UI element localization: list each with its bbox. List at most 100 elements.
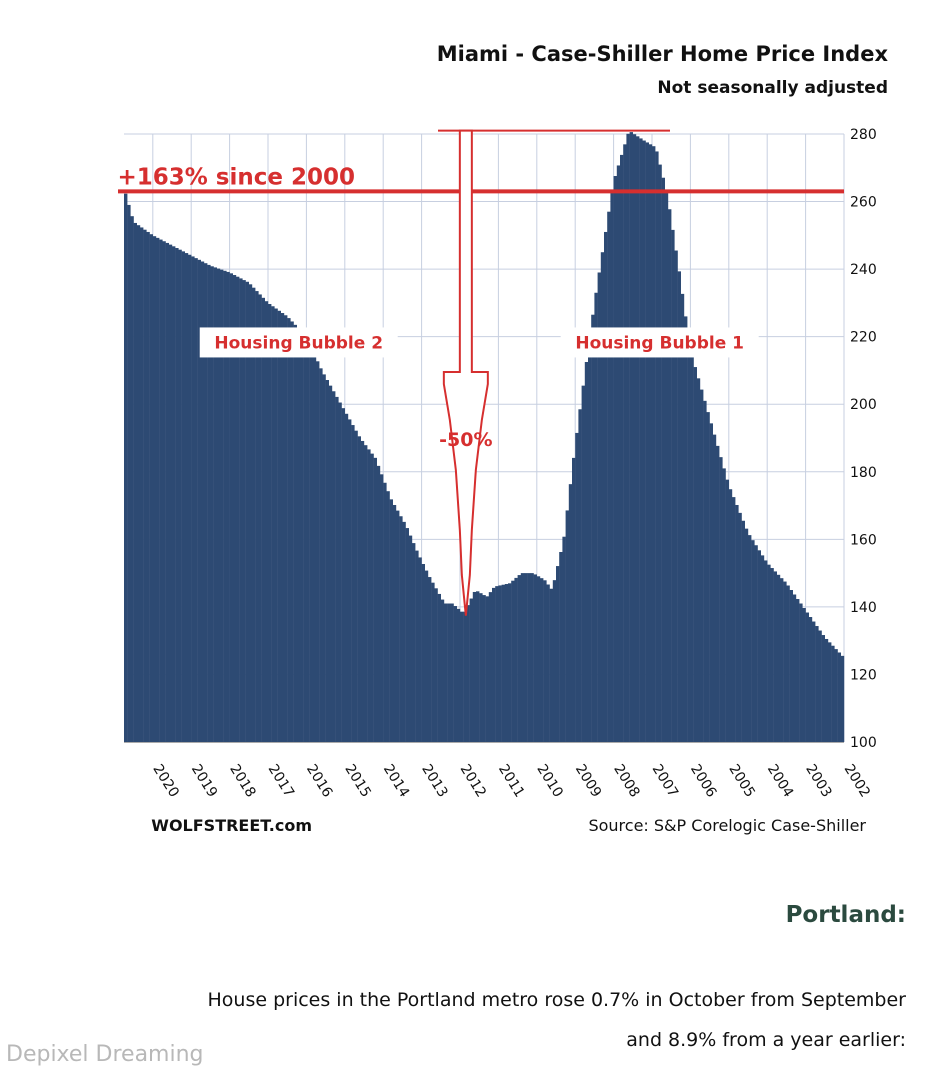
area-bar xyxy=(364,445,368,742)
area-bar xyxy=(664,190,669,743)
area-bar xyxy=(725,479,729,742)
area-bar xyxy=(466,605,470,742)
y-tick-label: 140 xyxy=(850,600,877,616)
x-tick-label: 2017 xyxy=(265,762,297,801)
area-bar xyxy=(482,595,486,742)
area-bar xyxy=(575,432,579,742)
area-bar xyxy=(479,593,483,742)
area-bar xyxy=(303,334,307,742)
area-bar xyxy=(476,591,480,742)
area-bar xyxy=(421,564,425,742)
area-bar xyxy=(722,468,726,742)
area-bar xyxy=(175,248,179,742)
area-bar xyxy=(642,140,646,743)
area-bar xyxy=(690,355,694,742)
area-bar xyxy=(424,570,429,742)
area-bar xyxy=(383,482,387,742)
area-bar xyxy=(434,588,438,742)
y-tick-label: 180 xyxy=(850,465,877,481)
area-bar xyxy=(255,291,259,742)
area-bar xyxy=(735,504,739,742)
y-tick-label: 280 xyxy=(850,127,877,143)
area-bar xyxy=(463,611,467,742)
area-bar xyxy=(504,584,509,742)
area-bar xyxy=(261,297,265,742)
area-bar xyxy=(524,573,528,742)
area-bar xyxy=(306,340,310,742)
area-bar xyxy=(431,582,435,742)
y-axis: 100 120 140 160 180 200 220 240 260 280 xyxy=(850,127,877,751)
area-bar xyxy=(632,134,637,742)
area-bar xyxy=(786,585,790,742)
area-bar xyxy=(600,252,605,742)
area-bar xyxy=(498,585,502,742)
area-bar xyxy=(367,449,371,742)
area-bar xyxy=(456,608,461,742)
area-bar xyxy=(648,144,653,742)
area-bar xyxy=(700,389,704,742)
article-paragraph: House prices in the Portland metro rose … xyxy=(50,980,907,1060)
area-bar xyxy=(146,231,150,742)
x-tick-label: 2020 xyxy=(149,762,181,801)
reference-line-group: +163% since 2000 xyxy=(117,164,844,194)
area-bar xyxy=(488,592,493,742)
area-bar xyxy=(712,434,717,742)
area-bar xyxy=(239,278,243,742)
annotation-label: Housing Bubble 1 xyxy=(575,333,744,353)
x-tick-label: 2018 xyxy=(226,762,258,801)
area-bar xyxy=(655,151,659,742)
area-bar xyxy=(204,263,208,742)
area-bar xyxy=(229,273,233,742)
x-tick-label: 2004 xyxy=(764,762,796,801)
area-bar xyxy=(328,385,333,742)
area-bar xyxy=(757,550,761,742)
area-bar xyxy=(604,231,608,742)
area-bar xyxy=(821,635,825,742)
chart-title: Miami - Case-Shiller Home Price Index xyxy=(437,42,889,66)
area-bar xyxy=(258,294,262,742)
area-bar xyxy=(274,308,278,742)
area-bar xyxy=(312,354,317,742)
area-bar xyxy=(188,254,192,742)
area-bar xyxy=(610,191,614,743)
area-bar xyxy=(770,568,774,742)
area-bar xyxy=(220,269,224,742)
area-bar xyxy=(536,576,541,742)
area-bar xyxy=(277,310,281,742)
area-bar xyxy=(232,275,237,742)
area-bar xyxy=(671,229,675,742)
x-tick-label: 2005 xyxy=(725,762,757,801)
area-bar xyxy=(514,577,518,742)
area-bar xyxy=(719,457,723,742)
area-bar xyxy=(808,617,813,742)
area-bar xyxy=(840,655,845,742)
area-bar xyxy=(453,606,457,742)
x-tick-label: 2014 xyxy=(380,762,412,801)
area-bar xyxy=(316,361,320,742)
area-bar xyxy=(639,138,643,742)
area-bar xyxy=(287,318,291,742)
area-bar xyxy=(152,236,157,742)
area-bar xyxy=(133,222,137,742)
area-bar xyxy=(354,430,358,742)
area-bar xyxy=(360,440,365,742)
area-bar xyxy=(552,580,557,742)
area-bar xyxy=(716,445,720,742)
area-bar xyxy=(485,596,489,742)
area-bar xyxy=(380,474,384,742)
area-bar xyxy=(236,276,240,742)
area-bar xyxy=(652,146,656,742)
area-bar xyxy=(130,216,134,742)
area-bar xyxy=(162,241,166,743)
area-bar xyxy=(636,136,640,742)
area-bar xyxy=(578,409,582,742)
area-bar xyxy=(440,599,445,742)
area-bar xyxy=(344,413,349,742)
area-bar xyxy=(824,638,829,742)
area-bar xyxy=(607,211,611,742)
area-bar xyxy=(194,258,198,742)
watermark: Depixel Dreaming xyxy=(6,1042,204,1067)
y-tick-label: 200 xyxy=(850,397,877,413)
area-bar xyxy=(680,293,685,742)
area-bar xyxy=(533,574,537,742)
